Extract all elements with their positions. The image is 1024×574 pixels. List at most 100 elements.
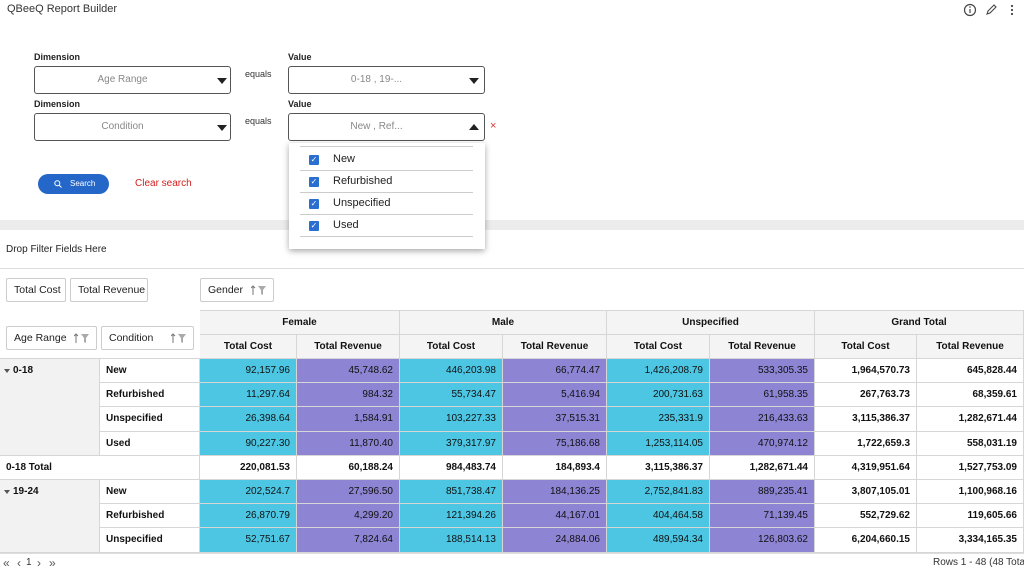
checkbox[interactable]: ✓ [309, 177, 319, 187]
chip-text[interactable]: Gender [208, 284, 244, 296]
search-label[interactable]: Search [70, 179, 96, 188]
value-cell: 3,334,165.35 [917, 528, 1024, 553]
row-chip[interactable]: Condition [101, 326, 194, 350]
value-label: Value [288, 52, 312, 62]
pager-prev[interactable]: ‹ [17, 556, 21, 570]
value-cell: 1,100,968.16 [917, 480, 1024, 505]
option-label[interactable]: Used [333, 219, 359, 231]
value-cell: 71,139.45 [710, 504, 815, 529]
dimension-label: Dimension [34, 99, 81, 109]
measure-header: Total Revenue [917, 335, 1024, 359]
value-cell: 984.32 [297, 383, 400, 408]
value-cell: 202,524.7 [200, 480, 297, 505]
value-cell: 3,115,386.37 [607, 455, 710, 480]
measure-header: Total Revenue [710, 335, 815, 359]
dropdown-arrow [469, 78, 479, 84]
option-rule [300, 214, 473, 215]
pager-next[interactable]: › [37, 556, 41, 570]
option-label[interactable]: New [333, 153, 356, 165]
value-cell: 184,893.4 [503, 455, 607, 480]
value-cell: 851,738.47 [400, 480, 503, 505]
pager-first[interactable]: « [3, 556, 10, 570]
toolbar-icons[interactable] [962, 2, 1022, 18]
dimension-select[interactable]: Age Range [34, 66, 231, 94]
value-cell: 1,282,671.44 [710, 455, 815, 480]
value-cell: 3,807,105.01 [815, 480, 917, 505]
expand-toggle[interactable] [4, 490, 10, 494]
chip-text[interactable]: Age Range [14, 332, 67, 344]
search-button[interactable]: Search [38, 174, 109, 194]
value-cell: 4,299.20 [297, 504, 400, 529]
value-cell: 1,722,659.3 [815, 431, 917, 456]
checkbox[interactable]: ✓ [309, 221, 319, 231]
option-label[interactable]: Unspecified [333, 197, 391, 209]
drop-zone: Drop Filter Fields Here [6, 244, 107, 255]
value-cell: 26,870.79 [200, 504, 297, 529]
value-select[interactable]: New , Ref... [288, 113, 485, 141]
dimension-label: Dimension [34, 52, 81, 62]
list-top-rule [300, 146, 473, 147]
row-chip[interactable]: Age Range [6, 326, 97, 350]
value-chip[interactable]: Total Revenue [70, 278, 148, 302]
chip-text[interactable]: Condition [109, 332, 154, 344]
value-cell: 3,115,386.37 [815, 407, 917, 432]
value-cell: 1,584.91 [297, 407, 400, 432]
option-rule [300, 236, 473, 237]
value-cell: 126,803.62 [710, 528, 815, 553]
dropdown-list: ✓ New ✓ Refurbished ✓ Unspecified ✓ Used [289, 143, 485, 249]
row-group: 19-24 [0, 480, 100, 553]
value-cell: 558,031.19 [917, 431, 1024, 456]
filter-panel [0, 0, 1024, 220]
value-cell: 1,527,753.09 [917, 455, 1024, 480]
value-cell: 37,515.31 [503, 407, 607, 432]
footer: « ‹ 1 › » Rows 1 - 48 (48 Total [0, 553, 1024, 574]
value-cell: 60,188.24 [297, 455, 400, 480]
column-chip[interactable]: Gender [200, 278, 274, 302]
value-cell: 27,596.50 [297, 480, 400, 505]
value-cell: 45,748.62 [297, 359, 400, 384]
value-cell: 75,186.68 [503, 431, 607, 456]
value-select[interactable]: 0-18 , 19-... [288, 66, 485, 94]
checkbox[interactable]: ✓ [309, 155, 319, 165]
measure-header: Total Cost [200, 335, 297, 359]
row-label: Used [100, 431, 200, 456]
group-label: 19-24 [13, 486, 39, 497]
value-cell: 235,331.9 [607, 407, 710, 432]
option-label[interactable]: Refurbished [333, 175, 393, 187]
value-cell: 220,081.53 [200, 455, 297, 480]
measure-header: Total Revenue [297, 335, 400, 359]
value-cell: 489,594.34 [607, 528, 710, 553]
measure-header: Total Cost [400, 335, 503, 359]
dropdown-arrow [469, 124, 479, 130]
value-cell: 200,731.63 [607, 383, 710, 408]
checkbox[interactable]: ✓ [309, 199, 319, 209]
row-label: Refurbished [100, 383, 200, 408]
value-cell: 44,167.01 [503, 504, 607, 529]
dropdown-arrow [217, 125, 227, 131]
value-cell: 24,884.06 [503, 528, 607, 553]
option-rule [300, 192, 473, 193]
clear-search[interactable]: Clear search [135, 178, 192, 189]
row-group: 0-18 [0, 359, 100, 456]
value-cell: 188,514.13 [400, 528, 503, 553]
divider [0, 268, 1024, 269]
column-group-header: Unspecified [607, 310, 815, 335]
dimension-select[interactable]: Condition [34, 113, 231, 141]
value-chip[interactable]: Total Cost [6, 278, 66, 302]
value-cell: 66,774.47 [503, 359, 607, 384]
measure-header: Total Revenue [503, 335, 607, 359]
measure-header: Total Cost [815, 335, 917, 359]
remove-filter[interactable]: × [490, 120, 497, 132]
value-cell: 1,964,570.73 [815, 359, 917, 384]
value-cell: 103,227.33 [400, 407, 503, 432]
value-cell: 184,136.25 [503, 480, 607, 505]
value-cell: 52,751.67 [200, 528, 297, 553]
value-cell: 404,464.58 [607, 504, 710, 529]
column-group-header: Grand Total [815, 310, 1024, 335]
pager-page[interactable]: 1 [26, 557, 32, 568]
pager-last[interactable]: » [49, 556, 56, 570]
option-rule [300, 170, 473, 171]
expand-toggle[interactable] [4, 369, 10, 373]
value-cell: 61,958.35 [710, 383, 815, 408]
value-cell: 55,734.47 [400, 383, 503, 408]
